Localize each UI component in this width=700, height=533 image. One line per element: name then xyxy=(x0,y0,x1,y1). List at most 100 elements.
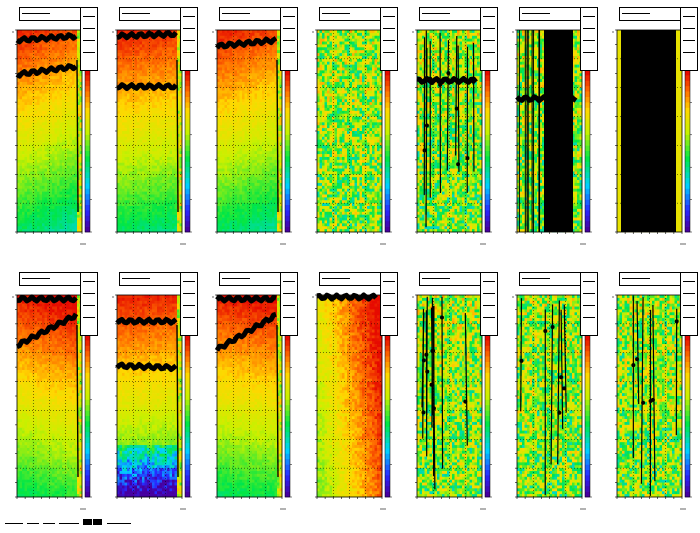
heatmap-cell xyxy=(172,151,175,155)
heatmap-cell xyxy=(154,168,158,172)
heatmap-cell xyxy=(64,119,68,123)
heatmap-cell xyxy=(254,81,258,86)
heatmap-cell xyxy=(134,171,138,175)
heatmap-cell xyxy=(242,93,245,97)
heatmap-cell xyxy=(59,119,63,123)
heatmap-cell xyxy=(19,139,23,143)
heatmap-cell xyxy=(227,90,230,94)
heatmap-cell xyxy=(219,116,223,120)
heatmap-cell xyxy=(39,90,43,94)
heatmap-cell xyxy=(157,38,160,42)
heatmap-cell xyxy=(169,125,173,129)
heatmap-cell xyxy=(129,96,133,100)
heatmap-cell xyxy=(259,136,263,140)
heatmap-cell xyxy=(164,105,168,109)
heatmap-cell xyxy=(177,122,180,126)
heatmap-cell xyxy=(59,47,63,51)
heatmap-cell xyxy=(157,61,160,65)
heatmap-cell xyxy=(147,208,150,213)
heatmap-cell xyxy=(237,110,240,114)
heatmap-cell xyxy=(127,93,130,97)
heatmap-cell xyxy=(37,136,40,140)
heatmap-cell xyxy=(32,30,35,34)
heatmap-cell xyxy=(24,119,28,123)
heatmap-cell xyxy=(239,96,243,100)
heatmap-cell xyxy=(134,185,138,190)
heatmap-cell xyxy=(167,168,170,172)
heatmap-cell xyxy=(24,122,28,126)
heatmap-cell xyxy=(259,128,263,132)
heatmap-cell xyxy=(122,99,125,103)
heatmap-cell xyxy=(267,107,270,112)
heatmap-cell xyxy=(19,203,23,207)
heatmap-cell xyxy=(149,79,153,83)
heatmap-cell xyxy=(119,168,123,172)
heatmap-cell xyxy=(22,105,25,109)
heatmap-cell xyxy=(74,200,78,204)
heatmap-cell xyxy=(119,220,123,224)
heatmap-cell xyxy=(32,116,35,120)
heatmap-cell xyxy=(177,99,180,103)
heatmap-cell xyxy=(152,122,155,126)
heatmap-cell xyxy=(29,220,33,224)
heatmap-cell xyxy=(32,93,35,97)
heatmap-cell xyxy=(149,35,153,39)
heatmap-cell xyxy=(37,102,40,106)
heatmap-cell xyxy=(34,102,38,106)
heatmap-cell xyxy=(139,96,143,100)
heatmap-cell xyxy=(242,139,245,143)
heatmap-cell xyxy=(227,128,230,132)
heatmap-cell xyxy=(72,174,75,178)
heatmap-cell xyxy=(37,99,40,103)
heatmap-cell xyxy=(17,93,20,97)
heatmap-cell xyxy=(67,174,70,178)
heatmap-cell xyxy=(52,61,55,65)
heatmap-cell xyxy=(149,211,153,215)
heatmap-cell xyxy=(272,122,275,126)
heatmap-cell xyxy=(22,87,25,91)
heatmap-cell xyxy=(17,99,20,103)
heatmap-cell xyxy=(37,93,40,97)
heatmap-cell xyxy=(259,122,263,126)
heatmap-cell xyxy=(177,116,180,120)
heatmap-cell xyxy=(54,214,58,218)
heatmap-cell xyxy=(162,208,165,213)
heatmap-cell xyxy=(29,32,33,37)
heatmap-cell xyxy=(122,38,125,42)
heatmap-cell xyxy=(167,162,170,166)
heatmap-cell xyxy=(42,96,45,100)
heatmap-cell xyxy=(57,79,60,83)
heatmap-cell xyxy=(179,191,183,195)
heatmap-cell xyxy=(242,142,245,146)
heatmap-cell xyxy=(147,194,150,198)
heatmap-cell xyxy=(149,44,153,48)
heatmap-cell xyxy=(217,35,220,39)
heatmap-cell xyxy=(42,102,45,106)
heatmap-cell xyxy=(129,136,133,140)
heatmap-cell xyxy=(242,156,245,161)
heatmap-cell xyxy=(134,55,138,60)
heatmap-cell xyxy=(272,58,275,63)
heatmap-cell xyxy=(119,214,123,218)
heatmap-cell xyxy=(232,35,235,39)
heatmap-cell xyxy=(172,116,175,120)
heatmap-cell xyxy=(24,217,28,221)
heatmap-cell xyxy=(152,119,155,123)
heatmap-cell xyxy=(272,131,275,135)
heatmap-cell xyxy=(67,50,70,54)
heatmap-cell xyxy=(47,226,50,230)
heatmap-cell xyxy=(127,70,130,74)
heatmap-cell xyxy=(242,73,245,77)
color-scale-segment xyxy=(85,86,90,92)
heatmap-cell xyxy=(272,142,275,146)
heatmap-cell xyxy=(137,206,140,210)
heatmap-cell xyxy=(244,133,248,138)
heatmap-cell xyxy=(222,131,225,135)
heatmap-cell xyxy=(79,165,83,169)
heatmap-cell xyxy=(57,125,60,129)
heatmap-cell xyxy=(152,67,155,71)
heatmap-cell xyxy=(117,61,120,65)
heatmap-cell xyxy=(162,64,165,68)
heatmap-cell xyxy=(34,107,38,112)
heatmap-cell xyxy=(219,99,223,103)
